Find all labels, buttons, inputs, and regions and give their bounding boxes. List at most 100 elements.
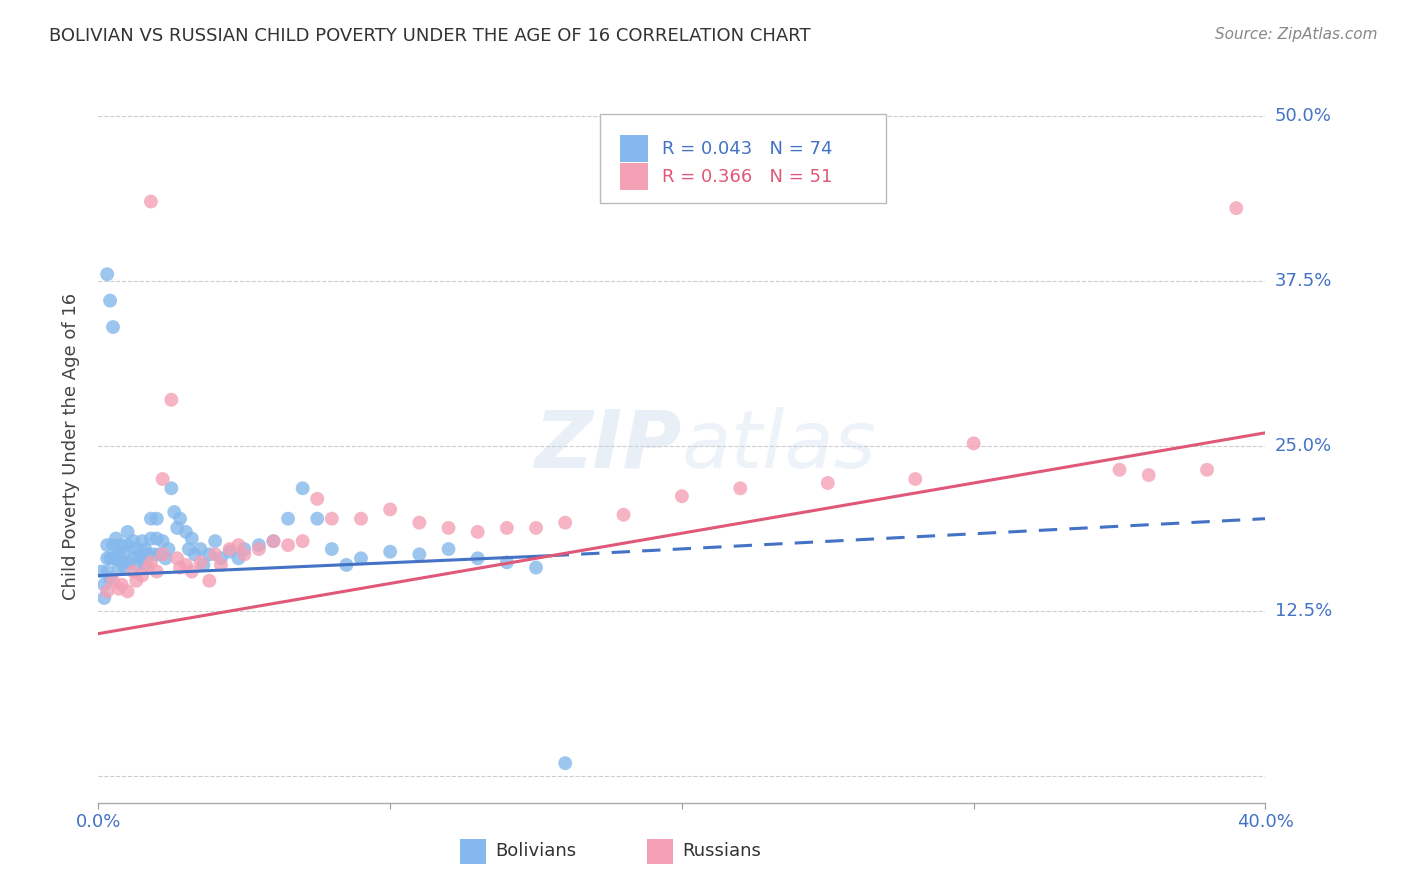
Point (198, 547, 221, 561)
Point (163, 505, 186, 519)
Point (218, 545, 240, 559)
Point (117, 524, 139, 539)
Point (125, 558, 148, 572)
Point (155, 551, 177, 566)
FancyBboxPatch shape (460, 838, 486, 863)
Text: Source: ZipAtlas.com: Source: ZipAtlas.com (1215, 27, 1378, 42)
Text: 50.0%: 50.0% (1275, 107, 1331, 125)
Point (204, 547, 226, 561)
Point (218, 542, 240, 557)
Point (380, 502, 402, 516)
Point (554, 516, 576, 530)
Point (467, 524, 489, 539)
Point (108, 545, 131, 559)
Point (139, 194, 162, 209)
Point (101, 551, 124, 566)
Point (169, 560, 191, 574)
Point (131, 534, 153, 549)
Point (96, 584, 118, 599)
Point (96, 551, 118, 566)
Point (160, 392, 183, 407)
Point (117, 555, 139, 569)
Point (277, 511, 299, 525)
Point (190, 542, 212, 557)
Point (139, 511, 162, 525)
Point (146, 511, 169, 525)
Point (149, 547, 172, 561)
Point (321, 542, 343, 557)
Point (111, 555, 134, 569)
Point (904, 472, 927, 486)
Point (335, 558, 357, 572)
FancyBboxPatch shape (647, 838, 672, 863)
Point (131, 551, 153, 566)
Point (96, 538, 118, 552)
Point (104, 551, 127, 566)
Point (108, 560, 131, 574)
Point (152, 472, 174, 486)
Point (139, 532, 162, 546)
Point (262, 534, 284, 549)
Point (350, 511, 373, 525)
FancyBboxPatch shape (620, 163, 648, 190)
Point (125, 574, 148, 588)
Point (125, 542, 148, 557)
Point (101, 320, 124, 334)
Text: atlas: atlas (682, 407, 877, 485)
Point (136, 547, 159, 561)
Point (307, 491, 329, 506)
Point (96, 267, 118, 281)
Point (139, 555, 162, 569)
Text: R = 0.366   N = 51: R = 0.366 N = 51 (662, 168, 832, 186)
Point (134, 542, 156, 557)
Point (174, 558, 197, 572)
Point (209, 558, 232, 572)
Point (496, 555, 519, 569)
Point (166, 551, 188, 566)
Point (380, 545, 402, 559)
Point (437, 521, 460, 535)
Point (554, 756, 576, 771)
Text: BOLIVIAN VS RUSSIAN CHILD POVERTY UNDER THE AGE OF 16 CORRELATION CHART: BOLIVIAN VS RUSSIAN CHILD POVERTY UNDER … (49, 27, 811, 45)
Point (183, 547, 205, 561)
Point (146, 565, 169, 579)
Point (166, 521, 188, 535)
Point (307, 511, 329, 525)
Point (437, 542, 460, 557)
Point (169, 511, 191, 525)
Point (90, 565, 112, 579)
Point (122, 565, 145, 579)
Point (233, 542, 256, 557)
Point (1225, 201, 1247, 215)
Point (496, 521, 519, 535)
Point (101, 538, 124, 552)
Point (193, 558, 215, 572)
Text: R = 0.043   N = 74: R = 0.043 N = 74 (662, 140, 832, 158)
Text: 37.5%: 37.5% (1275, 272, 1331, 290)
Point (524, 560, 547, 574)
Point (247, 542, 270, 557)
Point (122, 551, 145, 566)
Point (408, 516, 430, 530)
Point (142, 547, 165, 561)
Point (190, 555, 212, 569)
Point (228, 538, 250, 552)
Point (180, 532, 202, 546)
Point (228, 551, 250, 566)
Point (1137, 468, 1160, 483)
Point (93, 578, 115, 592)
Point (101, 574, 124, 588)
Point (98, 293, 121, 308)
Text: Russians: Russians (682, 842, 761, 860)
Point (93, 591, 115, 605)
Point (114, 560, 136, 574)
Point (111, 578, 134, 592)
Point (111, 538, 134, 552)
Point (408, 547, 430, 561)
Point (291, 534, 314, 549)
Text: ZIP: ZIP (534, 407, 682, 485)
Point (962, 436, 984, 450)
Point (146, 532, 169, 546)
Point (134, 558, 156, 572)
Point (122, 534, 145, 549)
